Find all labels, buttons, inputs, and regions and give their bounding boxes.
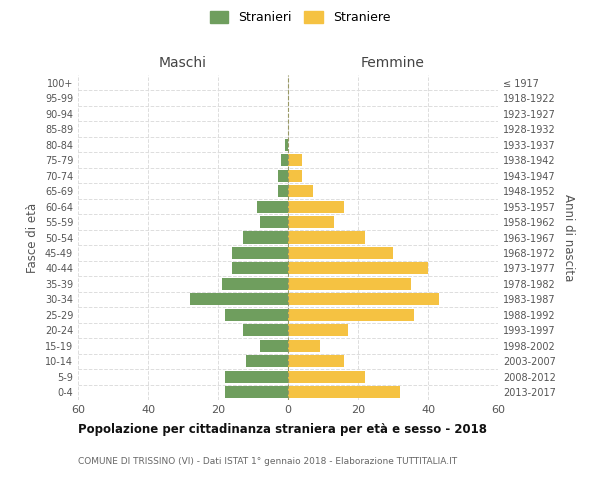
- Bar: [277, 185, 288, 197]
- Bar: [284, 138, 288, 150]
- Y-axis label: Fasce di età: Fasce di età: [26, 202, 39, 272]
- Bar: [225, 309, 288, 321]
- Bar: [242, 232, 288, 243]
- Bar: [288, 262, 428, 274]
- Bar: [288, 247, 393, 259]
- Bar: [288, 154, 302, 166]
- Text: COMUNE DI TRISSINO (VI) - Dati ISTAT 1° gennaio 2018 - Elaborazione TUTTITALIA.I: COMUNE DI TRISSINO (VI) - Dati ISTAT 1° …: [78, 458, 457, 466]
- Bar: [288, 294, 439, 306]
- Legend: Stranieri, Straniere: Stranieri, Straniere: [205, 6, 395, 29]
- Bar: [288, 309, 414, 321]
- Bar: [242, 324, 288, 336]
- Bar: [288, 371, 365, 383]
- Bar: [260, 340, 288, 352]
- Y-axis label: Anni di nascita: Anni di nascita: [562, 194, 575, 281]
- Text: Maschi: Maschi: [159, 56, 207, 70]
- Bar: [260, 216, 288, 228]
- Bar: [281, 154, 288, 166]
- Bar: [225, 386, 288, 398]
- Text: Femmine: Femmine: [361, 56, 425, 70]
- Bar: [257, 200, 288, 212]
- Bar: [288, 200, 344, 212]
- Bar: [288, 340, 320, 352]
- Bar: [225, 371, 288, 383]
- Bar: [277, 170, 288, 181]
- Bar: [288, 232, 365, 243]
- Bar: [288, 216, 334, 228]
- Bar: [288, 386, 400, 398]
- Bar: [288, 170, 302, 181]
- Bar: [288, 324, 347, 336]
- Bar: [232, 262, 288, 274]
- Bar: [221, 278, 288, 290]
- Bar: [246, 356, 288, 368]
- Bar: [288, 185, 313, 197]
- Bar: [190, 294, 288, 306]
- Bar: [288, 278, 410, 290]
- Text: Popolazione per cittadinanza straniera per età e sesso - 2018: Popolazione per cittadinanza straniera p…: [78, 422, 487, 436]
- Bar: [288, 356, 344, 368]
- Bar: [232, 247, 288, 259]
